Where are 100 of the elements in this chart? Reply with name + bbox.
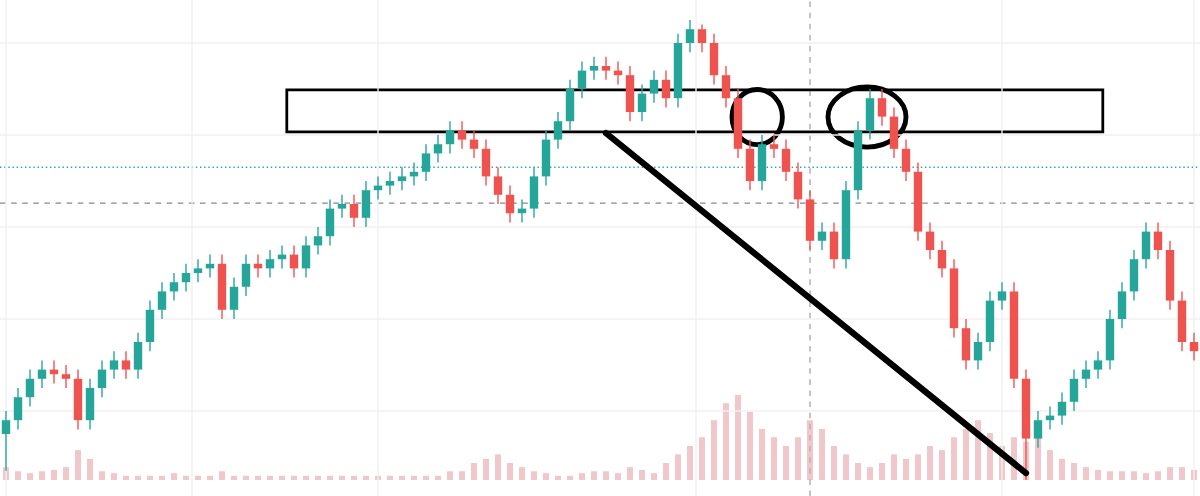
bar <box>747 411 753 480</box>
candlestick <box>649 69 659 104</box>
candlestick <box>781 138 791 182</box>
bar <box>171 473 177 480</box>
bar <box>483 458 489 480</box>
bar <box>831 445 837 480</box>
bar <box>243 475 249 480</box>
bar <box>27 473 33 480</box>
bar <box>867 467 873 480</box>
bar <box>855 462 861 480</box>
bar <box>1143 473 1149 480</box>
bar <box>339 475 345 480</box>
bar <box>135 475 141 480</box>
bar <box>879 462 885 480</box>
candlestick <box>1081 359 1091 389</box>
candlestick <box>97 359 107 398</box>
candlestick <box>589 56 599 81</box>
bar <box>123 475 129 480</box>
candlestick <box>1069 368 1079 412</box>
bar <box>291 475 297 480</box>
candlestick <box>337 194 347 219</box>
candlestick <box>1189 332 1199 362</box>
candlestick <box>241 253 251 297</box>
bar <box>75 450 81 480</box>
candlestick <box>697 23 707 53</box>
bar <box>255 475 261 480</box>
bar <box>615 473 621 480</box>
bar <box>435 475 441 480</box>
candlestick <box>877 88 887 127</box>
bar <box>387 475 393 480</box>
candlestick <box>1093 350 1103 380</box>
bar <box>699 437 705 480</box>
candlestick <box>505 184 515 224</box>
bar <box>1167 467 1173 480</box>
candlestick <box>769 134 779 159</box>
bar <box>735 394 741 480</box>
bar <box>279 475 285 480</box>
bar <box>1083 467 1089 480</box>
bar <box>771 437 777 480</box>
bar <box>159 475 165 480</box>
candlestick <box>301 235 311 279</box>
bar <box>447 471 453 480</box>
bar <box>1131 471 1137 480</box>
bar <box>819 428 825 480</box>
bar <box>939 450 945 480</box>
candlestick <box>61 364 71 389</box>
candlestick <box>445 120 455 155</box>
candlestick <box>109 350 119 380</box>
candlestick <box>157 281 167 320</box>
bar <box>903 458 909 480</box>
bar <box>471 462 477 480</box>
bar <box>651 473 657 480</box>
bar <box>15 471 21 480</box>
bar <box>843 454 849 480</box>
bar <box>207 475 213 480</box>
candlestick <box>577 60 587 99</box>
candlestick <box>385 171 395 196</box>
bar <box>723 403 729 480</box>
candlestick <box>937 240 947 279</box>
bar <box>795 437 801 480</box>
bar <box>399 475 405 480</box>
bar <box>1179 467 1185 480</box>
candlestick <box>721 65 731 109</box>
candlestick <box>313 226 323 256</box>
bar <box>603 471 609 480</box>
bar <box>351 475 357 480</box>
candlestick <box>661 69 671 109</box>
bar <box>531 471 537 480</box>
bar <box>579 473 585 480</box>
bar <box>951 437 957 480</box>
bar <box>543 473 549 480</box>
bar <box>1047 450 1053 480</box>
candlestick <box>265 249 275 279</box>
bar <box>1059 458 1065 480</box>
bar <box>303 475 309 480</box>
candlestick <box>37 359 47 389</box>
bar <box>87 458 93 480</box>
candlestick <box>493 166 503 205</box>
candlestick <box>637 83 647 122</box>
candlestick <box>469 129 479 159</box>
bar <box>363 475 369 480</box>
candlestick <box>229 276 239 320</box>
bar <box>1071 462 1077 480</box>
candlestick <box>1057 391 1067 426</box>
bar <box>675 454 681 480</box>
candlestick <box>973 332 983 371</box>
bar <box>567 475 573 480</box>
bar <box>39 471 45 480</box>
candlestick <box>181 263 191 293</box>
candlestick <box>193 258 203 283</box>
bar <box>963 428 969 480</box>
bar <box>459 471 465 480</box>
bar <box>63 467 69 480</box>
bar <box>759 428 765 480</box>
bar <box>111 473 117 480</box>
bar <box>267 475 273 480</box>
bar <box>195 475 201 480</box>
bar <box>495 454 501 480</box>
candlestick <box>169 272 179 302</box>
bar <box>315 475 321 480</box>
